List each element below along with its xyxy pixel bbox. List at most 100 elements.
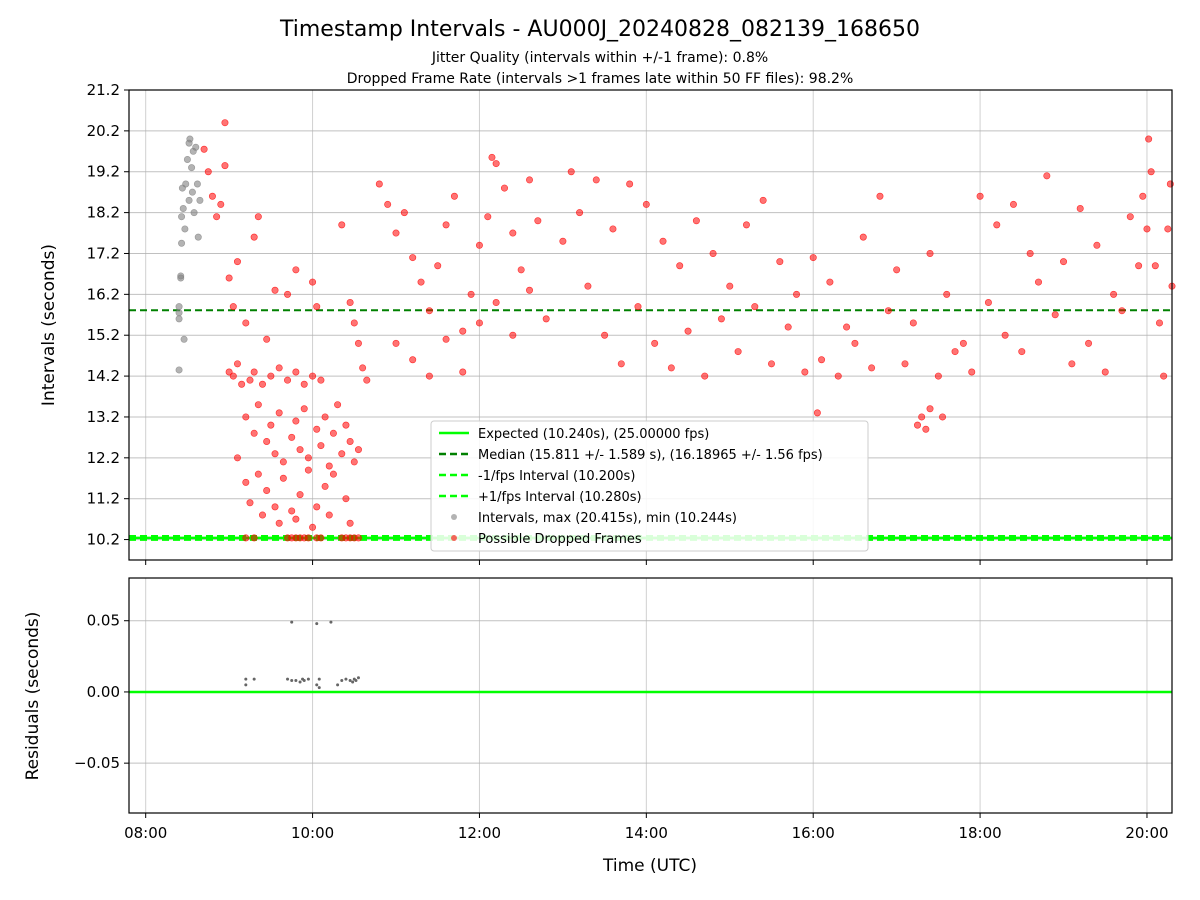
residual-point (354, 679, 358, 683)
interval-point (186, 135, 194, 143)
dropped-frame-point (709, 249, 717, 257)
dropped-frame-point (1001, 331, 1009, 339)
dropped-frame-point (1135, 262, 1143, 270)
dropped-frame-point (450, 192, 458, 200)
dropped-frame-point (559, 237, 567, 245)
residual-point (315, 622, 319, 626)
dropped-frame-point (217, 200, 225, 208)
legend-box (430, 420, 869, 552)
dropped-frame-point (309, 278, 317, 286)
dropped-frame-point (751, 303, 759, 311)
dropped-frame-point (934, 372, 942, 380)
residual-point (244, 677, 248, 681)
dropped-frame-point (392, 229, 400, 237)
top-y-tick-label: 14.2 (87, 367, 120, 385)
dropped-frame-point (1026, 249, 1034, 257)
dropped-frame-point (292, 266, 300, 274)
dropped-frame-point (233, 360, 241, 368)
dropped-frame-point (926, 249, 934, 257)
dropped-frame-point (1110, 290, 1118, 298)
dropped-frame-point (1147, 168, 1155, 176)
dropped-frame-point (1151, 262, 1159, 270)
dropped-frame-point (242, 413, 250, 421)
dropped-frame-point (284, 376, 292, 384)
dropped-frame-point (259, 511, 267, 519)
dropped-frame-point (1068, 360, 1076, 368)
dropped-frame-point (1093, 241, 1101, 249)
dropped-frame-point (300, 405, 308, 413)
dropped-frame-point (492, 299, 500, 307)
interval-point (192, 143, 200, 151)
dropped-frame-point (976, 192, 984, 200)
top-y-tick-label: 12.2 (87, 449, 120, 467)
dropped-frame-point (943, 290, 951, 298)
dropped-frame-point (309, 372, 317, 380)
dropped-frame-point (868, 364, 876, 372)
residual-point (306, 677, 310, 681)
top-y-tick-label: 19.2 (87, 163, 120, 181)
dropped-frame-point (475, 241, 483, 249)
dropped-frame-point (204, 168, 212, 176)
residual-point (315, 683, 319, 687)
dropped-frame-point (304, 466, 312, 474)
dropped-frame-point (517, 266, 525, 274)
interval-point (188, 188, 196, 196)
x-tick-label: 18:00 (958, 824, 1001, 842)
interval-point (181, 225, 189, 233)
legend-intervals-swatch (451, 514, 457, 520)
dropped-frame-point (467, 290, 475, 298)
dropped-frame-point (409, 356, 417, 364)
dropped-frame-point (1143, 225, 1151, 233)
dropped-frame-point (676, 262, 684, 270)
dropped-frame-point (229, 303, 237, 311)
dropped-frame-point (238, 380, 246, 388)
top-y-tick-label: 10.2 (87, 531, 120, 549)
residual-point (344, 677, 348, 681)
chart-subtitle-dropped: Dropped Frame Rate (intervals >1 frames … (347, 71, 854, 87)
dropped-frame-point (776, 258, 784, 266)
dropped-frame-point (329, 429, 337, 437)
dropped-frame-point (346, 519, 354, 527)
dropped-frame-point (500, 184, 508, 192)
dropped-frame-point (263, 437, 271, 445)
x-tick-label: 20:00 (1125, 824, 1168, 842)
bottom-y-axis-label: Residuals (seconds) (23, 612, 43, 781)
dropped-frame-point (914, 421, 922, 429)
dropped-frame-point (425, 307, 433, 315)
top-y-tick-label: 15.2 (87, 326, 120, 344)
residual-point (294, 679, 298, 683)
dropped-frame-point (659, 237, 667, 245)
dropped-frame-point (734, 348, 742, 356)
dropped-frame-point (242, 534, 250, 542)
dropped-frame-point (701, 372, 709, 380)
dropped-frame-point (784, 323, 792, 331)
dropped-frame-point (1076, 205, 1084, 213)
dropped-frame-point (350, 458, 358, 466)
legend-expected-label: Expected (10.240s), (25.00000 fps) (478, 427, 709, 442)
dropped-frame-point (267, 372, 275, 380)
dropped-frame-point (993, 221, 1001, 229)
interval-point (179, 205, 187, 213)
interval-point (178, 239, 186, 247)
dropped-frame-point (893, 266, 901, 274)
dropped-frame-point (417, 278, 425, 286)
interval-point (175, 366, 183, 374)
dropped-frame-point (267, 421, 275, 429)
dropped-frame-point (246, 376, 254, 384)
dropped-frame-point (250, 368, 258, 376)
dropped-frame-point (634, 303, 642, 311)
legend-minus-fps-label: -1/fps Interval (10.200s) (478, 469, 635, 484)
dropped-frame-point (425, 372, 433, 380)
dropped-frame-point (968, 368, 976, 376)
dropped-frame-point (442, 335, 450, 343)
dropped-frame-point (876, 192, 884, 200)
residual-point (356, 676, 360, 680)
interval-point (180, 335, 188, 343)
dropped-frame-point (313, 425, 321, 433)
dropped-frame-point (488, 153, 496, 161)
dropped-frame-point (254, 213, 262, 221)
dropped-frame-point (354, 534, 362, 542)
dropped-frame-point (818, 356, 826, 364)
dropped-frame-point (409, 254, 417, 262)
top-y-axis-label: Intervals (seconds) (39, 244, 59, 406)
